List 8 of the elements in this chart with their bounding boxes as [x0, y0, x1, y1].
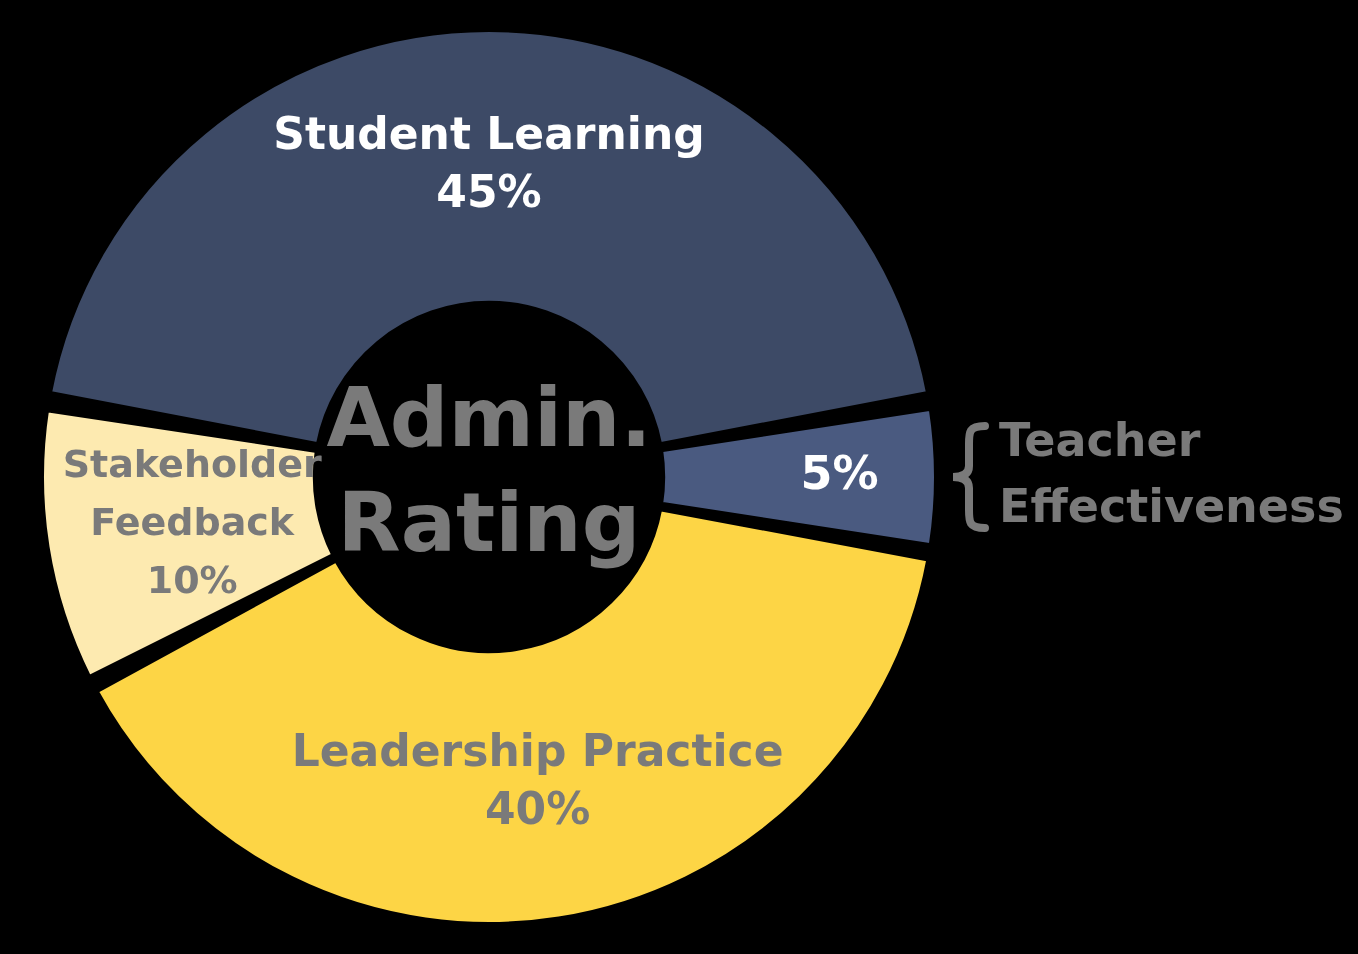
- slice-label: Leadership Practice: [291, 725, 784, 777]
- data-label: 40%: [484, 783, 591, 835]
- data-label: 45%: [436, 165, 542, 217]
- data-label: 10%: [146, 558, 238, 603]
- slice-label: Student Learning: [273, 107, 705, 159]
- data-label: 5%: [800, 445, 879, 500]
- text: Admin. Rating: [326, 369, 652, 570]
- slice-label: Teacher Effectiveness: [999, 412, 1344, 533]
